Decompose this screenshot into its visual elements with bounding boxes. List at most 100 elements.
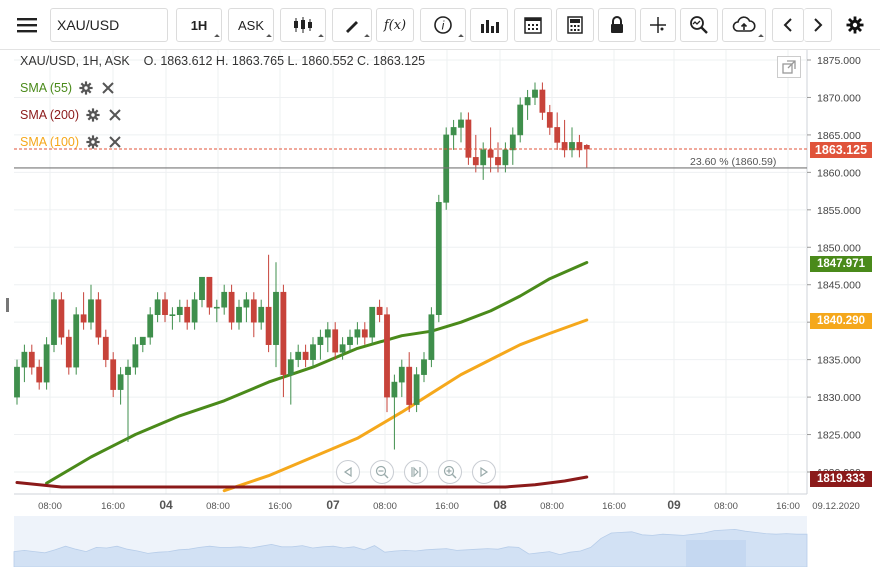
candle-body <box>465 119 472 158</box>
candle-body <box>302 351 309 360</box>
cloud-upload-icon <box>732 16 756 32</box>
candle <box>317 329 324 360</box>
candle-body <box>332 329 339 353</box>
lock-button[interactable] <box>598 8 636 42</box>
x-axis-band <box>0 494 880 516</box>
next-button[interactable] <box>804 8 832 42</box>
candle-body <box>546 112 553 128</box>
draw-button[interactable] <box>332 8 372 42</box>
price-side-button[interactable]: ASK <box>228 8 274 42</box>
indicator-label: SMA (55) <box>20 81 73 95</box>
x-tick-label: 16:00 <box>101 501 125 512</box>
candle-body <box>169 314 176 316</box>
close-icon[interactable] <box>107 107 123 123</box>
indicator-sma55[interactable]: SMA (55) <box>20 80 116 96</box>
candle <box>509 127 516 165</box>
menu-button[interactable] <box>8 8 46 42</box>
gear-icon[interactable] <box>78 80 94 96</box>
calculator-button[interactable] <box>556 8 594 42</box>
candle <box>354 322 361 345</box>
timeframe-button[interactable]: 1H <box>176 8 222 42</box>
candle <box>339 337 346 360</box>
symbol-input[interactable]: XAU/USD <box>50 8 168 42</box>
timeframe-label: 1H <box>190 17 208 33</box>
candle-body <box>443 134 450 203</box>
candle <box>43 337 50 390</box>
crosshair-button[interactable] <box>640 8 676 42</box>
candle-body <box>376 306 383 315</box>
candle <box>554 112 561 150</box>
calendar-button[interactable] <box>514 8 552 42</box>
svg-text:i: i <box>442 19 445 33</box>
indicators-button[interactable] <box>470 8 508 42</box>
candle-body <box>228 291 235 323</box>
candle <box>21 344 28 383</box>
candle <box>147 307 154 345</box>
popout-button[interactable] <box>777 56 801 78</box>
candle <box>221 284 228 315</box>
candle <box>154 292 161 323</box>
candle <box>65 329 72 375</box>
zoom-out-button[interactable] <box>370 460 394 484</box>
close-icon[interactable] <box>107 134 123 150</box>
candle <box>465 112 472 165</box>
chart-grid <box>14 50 808 522</box>
gear-icon[interactable] <box>85 134 101 150</box>
prev-button[interactable] <box>772 8 804 42</box>
zoom-button[interactable] <box>680 8 718 42</box>
settings-icon <box>846 16 864 34</box>
candle <box>421 352 427 383</box>
y-tick-label: 1860.000 <box>817 167 861 179</box>
candle-body <box>583 145 590 150</box>
settings-button[interactable] <box>838 8 872 42</box>
indicator-sma100[interactable]: SMA (100) <box>20 134 123 150</box>
function-button[interactable]: f(x) <box>376 8 414 42</box>
candle <box>184 299 191 330</box>
candle <box>361 322 368 345</box>
candle <box>162 292 168 323</box>
x-tick-label: 08:00 <box>38 501 62 512</box>
candle-body <box>139 336 146 345</box>
candle <box>287 352 294 405</box>
candle-body <box>184 306 191 323</box>
crosshair-icon <box>650 17 666 33</box>
x-tick-label: 08:00 <box>540 501 564 512</box>
x-tick-label: 09.12.2020 <box>812 501 860 512</box>
candle <box>236 299 242 330</box>
candle <box>539 82 546 120</box>
lock-icon <box>611 16 623 33</box>
fib-label: 23.60 % (1860.59) <box>690 156 777 168</box>
candle <box>472 134 479 173</box>
candle-body <box>354 329 361 338</box>
candle <box>310 337 316 368</box>
candle-body <box>339 344 346 353</box>
candle <box>117 367 124 405</box>
x-tick-label: 07 <box>326 498 340 512</box>
candle <box>435 194 442 323</box>
close-icon[interactable] <box>100 80 116 96</box>
candle <box>406 352 413 413</box>
candle <box>28 344 35 375</box>
candle <box>125 359 131 443</box>
candlestick-icon <box>294 17 312 33</box>
zoom-in-button[interactable] <box>438 460 462 484</box>
candle-body <box>21 351 28 368</box>
reset-view-button[interactable] <box>404 460 428 484</box>
candle-body <box>88 299 94 323</box>
info-button[interactable]: i <box>420 8 466 42</box>
candle <box>487 127 494 173</box>
chart-type-button[interactable] <box>280 8 326 42</box>
cloud-upload-button[interactable] <box>722 8 766 42</box>
x-tick-label: 08:00 <box>714 501 738 512</box>
scroll-left-button[interactable] <box>336 460 360 484</box>
candle-body <box>176 306 183 315</box>
toolbar: XAU/USD 1H ASK f(x) i <box>0 0 880 50</box>
candle <box>80 292 87 330</box>
gear-icon[interactable] <box>85 107 101 123</box>
x-tick-label: 08:00 <box>373 501 397 512</box>
candle <box>332 322 339 360</box>
candle-body <box>406 366 413 405</box>
indicator-sma200[interactable]: SMA (200) <box>20 107 123 123</box>
scroll-right-button[interactable] <box>472 460 496 484</box>
